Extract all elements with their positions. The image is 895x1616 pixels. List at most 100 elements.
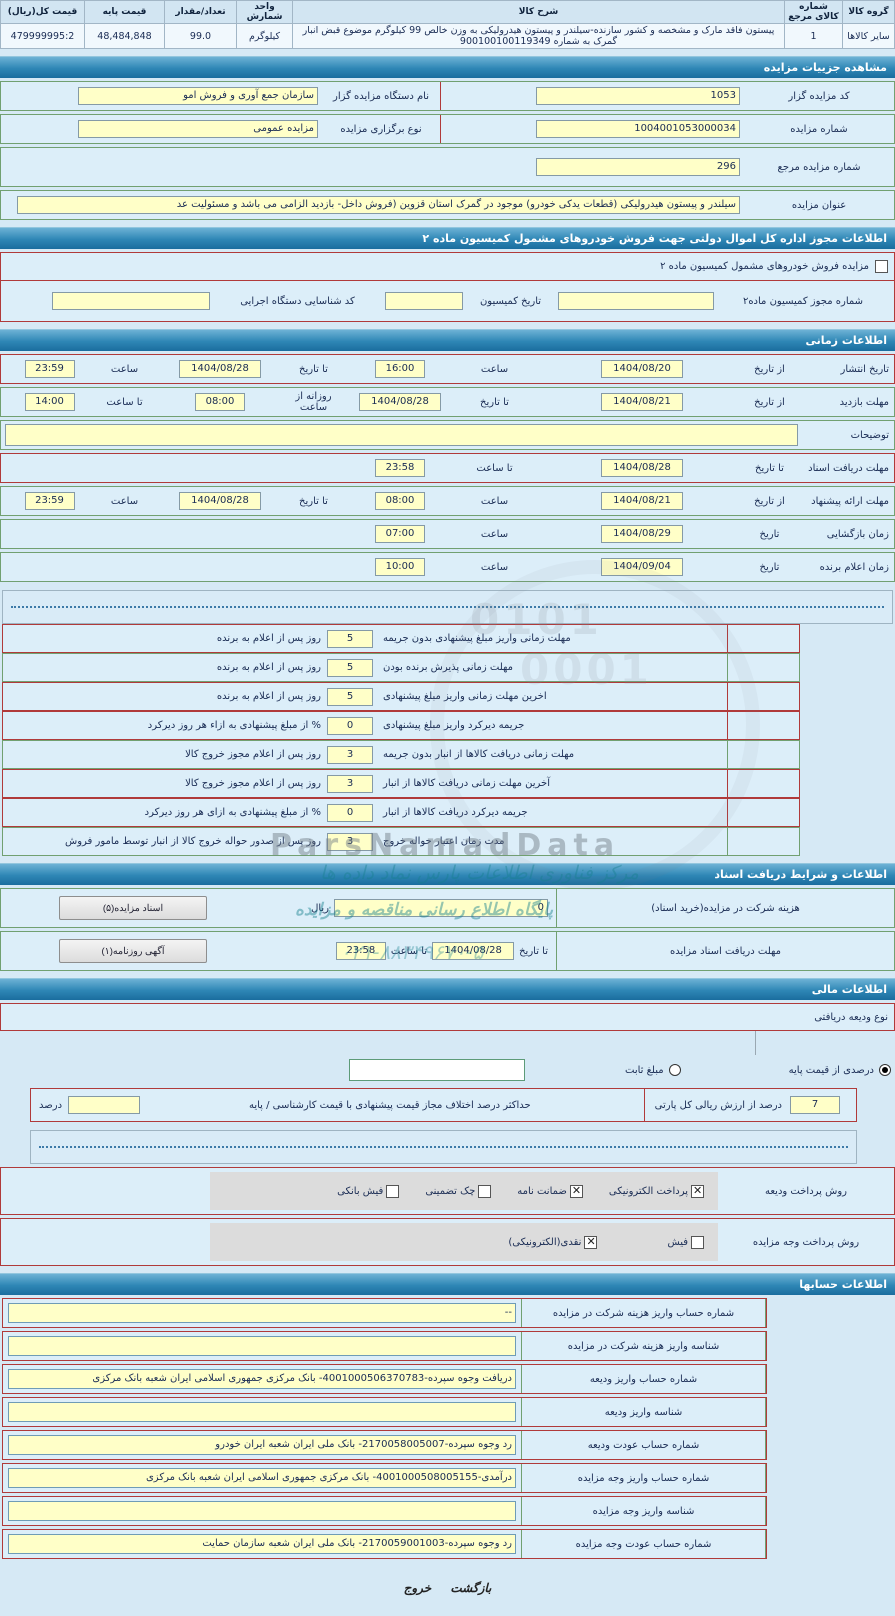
auction-title-field[interactable]: سیلندر و پیستون هیدرولیکی (قطعات یدکی خو… [17,196,740,214]
commission-date-field[interactable] [385,292,463,310]
hour-label: ساعت [480,363,509,375]
newspaper-ad-button[interactable]: آگهی روزنامه(۱) [59,939,207,963]
offer-deadline-label: مهلت ارائه پیشنهاد [811,495,889,507]
winner-announce-time-field[interactable]: 10:00 [375,558,425,576]
section-header-documents: اطلاعات و شرایط دریافت اسناد [0,863,895,885]
deadline-value-field[interactable]: 0 [327,716,373,735]
auctioneer-code-label: کد مزایده گزار [788,90,850,102]
account-value-field[interactable]: درآمدی-4001000508005155- بانک مرکزی جمهو… [8,1468,516,1488]
account-value-field[interactable] [8,1336,516,1356]
auction-type-field[interactable]: مزایده عمومی [78,120,318,138]
publish-from-date-field[interactable]: 1404/08/20 [601,360,683,378]
permit-number-field[interactable] [558,292,714,310]
deadline-value-field[interactable]: 5 [327,629,373,648]
deposit-type-row: نوع ودیعه دریافتی [0,1003,895,1031]
offer-to-date-field[interactable]: 1404/08/28 [179,492,261,510]
auctioneer-code-field[interactable]: 1053 [536,87,740,105]
fixed-amount-label: مبلغ ثابت [625,1064,664,1076]
agency-code-field[interactable] [52,292,210,310]
account-label: شماره حساب واریز وجه مزایده [521,1464,766,1492]
account-row: شماره حساب عودت وجه مزایده رد وجوه سپرده… [2,1529,767,1559]
deadline-label: مهلت زمانی واریز مبلغ پیشنهادی بدون جریم… [383,633,571,644]
col-header-quantity: تعداد/مقدار [164,0,237,24]
from-date-label: از تاریخ [754,396,785,408]
cash-electronic-checkbox[interactable] [584,1235,598,1249]
percent-of-base-label: درصدی از قیمت پایه [788,1064,874,1076]
deadline-value-field[interactable]: 3 [327,774,373,793]
account-value-field[interactable]: رد وجوه سپرده-2170059001003- بانک ملی ای… [8,1534,516,1554]
date-label: تاریخ [759,561,780,573]
certified-check-checkbox[interactable] [478,1184,492,1198]
timing-row-description: توضیحات [0,420,895,450]
description-field[interactable] [5,424,798,446]
org-name-field[interactable]: سازمان جمع آوری و فروش امو [78,87,318,105]
permit-fields-row: شماره مجوز کمیسیون ماده۲ تاریخ کمیسیون ک… [1,281,894,321]
opening-time-label: زمان بازگشایی [826,528,889,540]
visit-from-date-field[interactable]: 1404/08/21 [601,393,683,411]
deposit-payment-method-row: روش پرداخت ودیعه پرداخت الکترونیکی ضمانت… [0,1167,895,1215]
electronic-payment-checkbox[interactable] [691,1184,704,1198]
bank-slip-checkbox[interactable] [386,1184,400,1198]
item-row: سایر کالاها 1 پیستون فاقد مارک و مشخصه و… [0,23,895,49]
offer-to-time-field[interactable]: 23:59 [24,492,75,510]
account-value-field[interactable]: رد وجوه سپرده-2170058005007- بانک ملی ای… [8,1435,516,1455]
docs-until-date-field[interactable]: 1404/08/28 [432,942,515,960]
deadline-suffix: % از مبلغ پیشنهادی به ازاء هر روز دیرکرد [147,720,321,731]
section-header-timing: اطلاعات زمانی [0,329,895,351]
deadline-suffix: روز پس از صدور حواله خروج کالا از انبار … [65,836,321,847]
deadline-value-field[interactable]: 3 [327,745,373,764]
publish-to-date-field[interactable]: 1404/08/28 [179,360,261,378]
hour-label: ساعت [110,495,139,507]
deadline-value-field[interactable]: 0 [327,803,373,822]
account-row: شناسه واریز وجه مزایده [2,1496,767,1526]
deadline-value-field[interactable]: 5 [327,658,373,677]
publish-from-time-field[interactable]: 16:00 [375,360,425,378]
deadline-suffix: روز پس از اعلام به برنده [216,633,321,644]
auction-documents-button[interactable]: اسناد مزایده(۵) [59,896,207,920]
publish-to-time-field[interactable]: 23:59 [24,360,75,378]
reference-number-label: شماره مزایده مرجع [777,161,861,173]
fixed-amount-field[interactable] [349,1059,525,1081]
visit-to-time-field[interactable]: 14:00 [24,393,75,411]
exit-link[interactable]: خروج [403,1581,432,1595]
participation-fee-field[interactable]: 0 [334,899,548,917]
deadline-row: مهلت زمانی واریز مبلغ پیشنهادی بدون جریم… [2,624,800,653]
auction-number-label: شماره مزایده [790,123,848,135]
account-value-field[interactable]: دریافت وجوه سپرده-4001000506370783- بانک… [8,1369,516,1389]
percent-of-base-radio[interactable] [879,1064,891,1076]
items-table: گروه کالا شماره کالای مرجع شرح کالا واحد… [0,0,895,49]
visit-to-date-field[interactable]: 1404/08/28 [359,393,441,411]
slip-checkbox[interactable] [691,1235,704,1249]
deadline-value-field[interactable]: 3 [327,832,373,851]
commission-auction-checkbox[interactable] [875,260,888,273]
auction-number-field[interactable]: 1004001053000034 [536,120,740,138]
winner-announce-date-field[interactable]: 1404/09/04 [601,558,683,576]
timing-row-visit: مهلت بازدید از تاریخ 1404/08/21 تا تاریخ… [0,387,895,417]
percent-value-field[interactable]: 7 [790,1096,840,1114]
offer-from-date-field[interactable]: 1404/08/21 [601,492,683,510]
max-diff-field[interactable] [68,1096,141,1114]
account-value-field[interactable] [8,1402,516,1422]
opening-date-field[interactable]: 1404/08/29 [601,525,683,543]
docs-until-time-field[interactable]: 23:58 [335,942,386,960]
deadline-value-field[interactable]: 5 [327,687,373,706]
deadline-label: آخرین مهلت زمانی دریافت کالاها از انبار [383,778,550,789]
deadline-label: جریمه دیرکرد واریز مبلغ پیشنهادی [383,720,525,731]
account-value-field[interactable] [8,1501,516,1521]
opening-time-field[interactable]: 07:00 [375,525,425,543]
reference-number-field[interactable]: 296 [536,158,740,176]
item-total-price: 479999995:2 [0,23,85,49]
offer-from-time-field[interactable]: 08:00 [375,492,425,510]
col-header-description: شرح کالا [292,0,785,24]
fixed-amount-radio[interactable] [668,1064,681,1076]
to-date-label: تا تاریخ [755,462,784,474]
guarantee-letter-checkbox[interactable] [569,1184,583,1198]
account-value-field[interactable]: -- [8,1303,516,1323]
back-link[interactable]: بازگشت [450,1581,492,1595]
docs-deadline-time-field[interactable]: 23:58 [375,459,425,477]
deadline-suffix: روز پس از اعلام مجوز خروج کالا [185,778,321,789]
visit-daily-from-time-field[interactable]: 08:00 [195,393,245,411]
divider [440,82,532,110]
docs-deadline-date-field[interactable]: 1404/08/28 [601,459,683,477]
details-row-ref: شماره مزایده مرجع 296 [0,147,895,187]
